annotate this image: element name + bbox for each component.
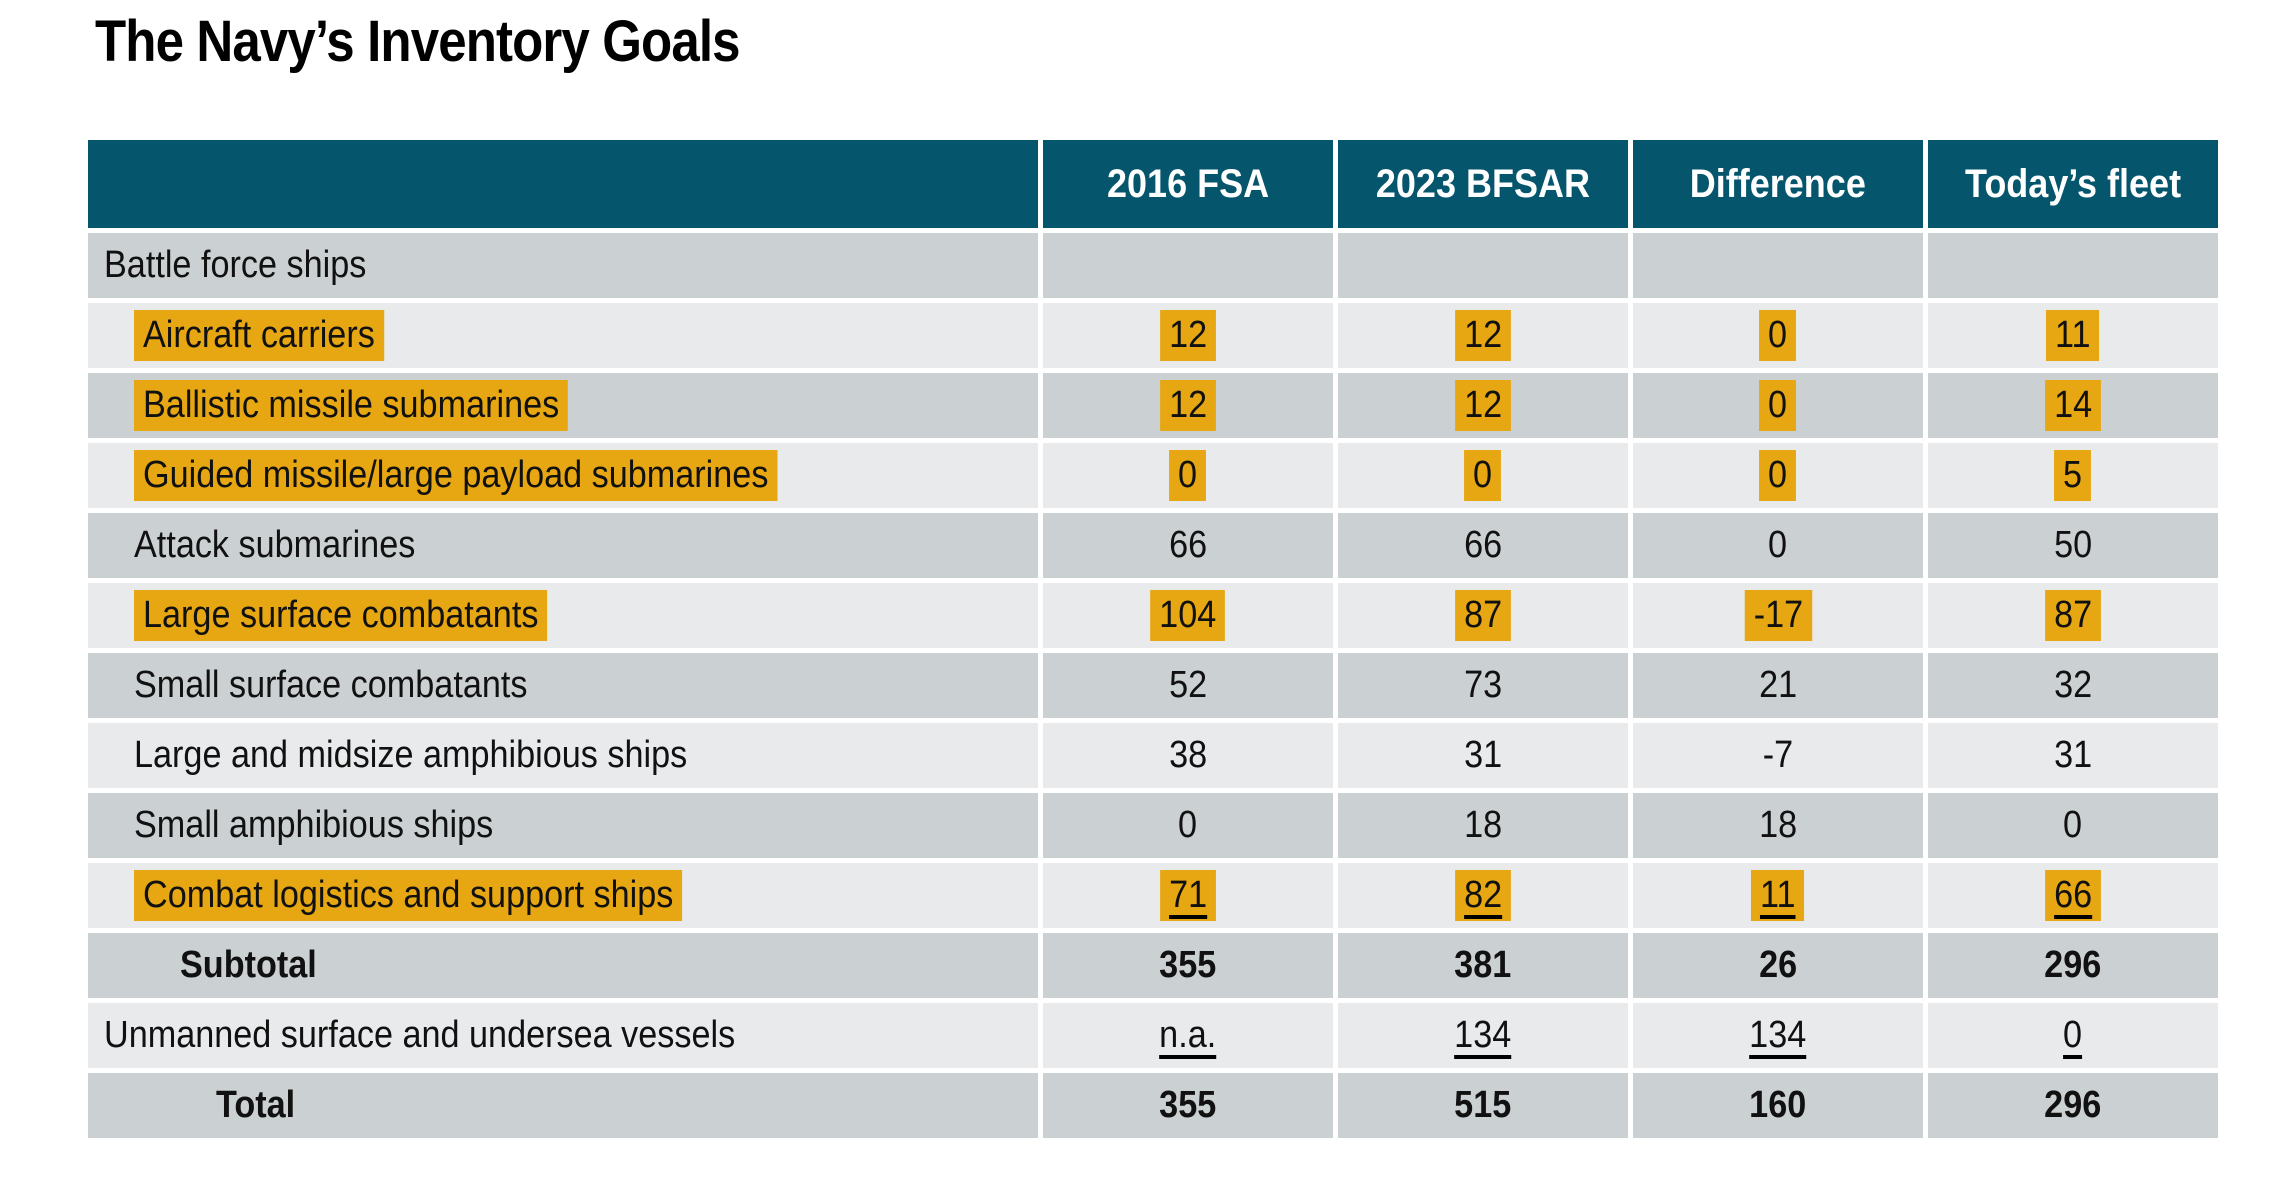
row-label: Small amphibious ships: [88, 793, 1038, 858]
cell-2016-fsa: 355: [1043, 1073, 1333, 1138]
cell-2016-fsa: 12: [1043, 373, 1333, 438]
cell-todays-fleet: 14: [1928, 373, 2218, 438]
cell-2016-fsa: 104: [1043, 583, 1333, 648]
column-header-blank: [88, 140, 1038, 228]
cell-2023-bfsar: 12: [1338, 303, 1628, 368]
cell-2023-bfsar: 82: [1338, 863, 1628, 928]
table-header-row: 2016 FSA 2023 BFSAR Difference Today’s f…: [88, 140, 2218, 228]
cell-difference: 26: [1633, 933, 1923, 998]
cell-difference: 21: [1633, 653, 1923, 718]
row-label: Attack submarines: [88, 513, 1038, 578]
table-row-small-surface-combatants: Small surface combatants 52 73 21 32: [88, 653, 2218, 718]
table-row-total: Total 355 515 160 296: [88, 1073, 2218, 1138]
cell-todays-fleet: 296: [1928, 933, 2218, 998]
cell-difference: 0: [1633, 303, 1923, 368]
column-header-todays-fleet: Today’s fleet: [1928, 140, 2218, 228]
row-label: Total: [88, 1073, 1038, 1138]
inventory-goals-table: 2016 FSA 2023 BFSAR Difference Today’s f…: [88, 140, 2218, 1143]
cell-todays-fleet: 5: [1928, 443, 2218, 508]
table-row-unmanned-vessels: Unmanned surface and undersea vessels n.…: [88, 1003, 2218, 1068]
cell-todays-fleet: 87: [1928, 583, 2218, 648]
cell-2016-fsa: 0: [1043, 443, 1333, 508]
cell-2016-fsa: 66: [1043, 513, 1333, 578]
cell-difference: 160: [1633, 1073, 1923, 1138]
cell-difference: -7: [1633, 723, 1923, 788]
cell-2023-bfsar: 0: [1338, 443, 1628, 508]
table-row-large-midsize-amphibious: Large and midsize amphibious ships 38 31…: [88, 723, 2218, 788]
cell-todays-fleet: 11: [1928, 303, 2218, 368]
cell-todays-fleet: [1928, 233, 2218, 298]
cell-difference: 18: [1633, 793, 1923, 858]
row-label: Guided missile/large payload submarines: [88, 443, 1038, 508]
cell-difference: 0: [1633, 373, 1923, 438]
cell-2023-bfsar: 12: [1338, 373, 1628, 438]
table-row-battle-force-ships: Battle force ships: [88, 233, 2218, 298]
cell-difference: 0: [1633, 513, 1923, 578]
cell-difference: [1633, 233, 1923, 298]
cell-todays-fleet: 31: [1928, 723, 2218, 788]
column-header-2023-bfsar: 2023 BFSAR: [1338, 140, 1628, 228]
column-header-difference: Difference: [1633, 140, 1923, 228]
table-row-combat-logistics-support: Combat logistics and support ships 71 82…: [88, 863, 2218, 928]
row-label: Large surface combatants: [88, 583, 1038, 648]
cell-todays-fleet: 66: [1928, 863, 2218, 928]
cell-2023-bfsar: 31: [1338, 723, 1628, 788]
cell-2016-fsa: 38: [1043, 723, 1333, 788]
table-row-large-surface-combatants: Large surface combatants 104 87 -17 87: [88, 583, 2218, 648]
cell-2016-fsa: 71: [1043, 863, 1333, 928]
cell-2023-bfsar: 381: [1338, 933, 1628, 998]
row-label: Aircraft carriers: [88, 303, 1038, 368]
cell-2016-fsa: 355: [1043, 933, 1333, 998]
cell-2023-bfsar: 87: [1338, 583, 1628, 648]
cell-todays-fleet: 296: [1928, 1073, 2218, 1138]
cell-difference: -17: [1633, 583, 1923, 648]
row-label: Ballistic missile submarines: [88, 373, 1038, 438]
cell-difference: 134: [1633, 1003, 1923, 1068]
row-label: Subtotal: [88, 933, 1038, 998]
cell-2023-bfsar: 73: [1338, 653, 1628, 718]
cell-2016-fsa: [1043, 233, 1333, 298]
column-header-2016-fsa: 2016 FSA: [1043, 140, 1333, 228]
cell-2016-fsa: 12: [1043, 303, 1333, 368]
cell-2016-fsa: 52: [1043, 653, 1333, 718]
table-row-small-amphibious-ships: Small amphibious ships 0 18 18 0: [88, 793, 2218, 858]
table-row-subtotal: Subtotal 355 381 26 296: [88, 933, 2218, 998]
table-row-guided-missile-submarines: Guided missile/large payload submarines …: [88, 443, 2218, 508]
cell-2023-bfsar: 515: [1338, 1073, 1628, 1138]
cell-2016-fsa: 0: [1043, 793, 1333, 858]
table-row-attack-submarines: Attack submarines 66 66 0 50: [88, 513, 2218, 578]
cell-todays-fleet: 0: [1928, 1003, 2218, 1068]
cell-difference: 0: [1633, 443, 1923, 508]
row-label: Unmanned surface and undersea vessels: [88, 1003, 1038, 1068]
cell-2023-bfsar: 134: [1338, 1003, 1628, 1068]
table-row-aircraft-carriers: Aircraft carriers 12 12 0 11: [88, 303, 2218, 368]
cell-2023-bfsar: [1338, 233, 1628, 298]
table-row-ballistic-missile-submarines: Ballistic missile submarines 12 12 0 14: [88, 373, 2218, 438]
cell-2023-bfsar: 66: [1338, 513, 1628, 578]
row-label: Combat logistics and support ships: [88, 863, 1038, 928]
row-label: Small surface combatants: [88, 653, 1038, 718]
row-label: Battle force ships: [88, 233, 1038, 298]
cell-todays-fleet: 32: [1928, 653, 2218, 718]
cell-2016-fsa: n.a.: [1043, 1003, 1333, 1068]
cell-difference: 11: [1633, 863, 1923, 928]
row-label: Large and midsize amphibious ships: [88, 723, 1038, 788]
page-title: The Navy’s Inventory Goals: [95, 9, 741, 74]
cell-todays-fleet: 0: [1928, 793, 2218, 858]
cell-todays-fleet: 50: [1928, 513, 2218, 578]
cell-2023-bfsar: 18: [1338, 793, 1628, 858]
